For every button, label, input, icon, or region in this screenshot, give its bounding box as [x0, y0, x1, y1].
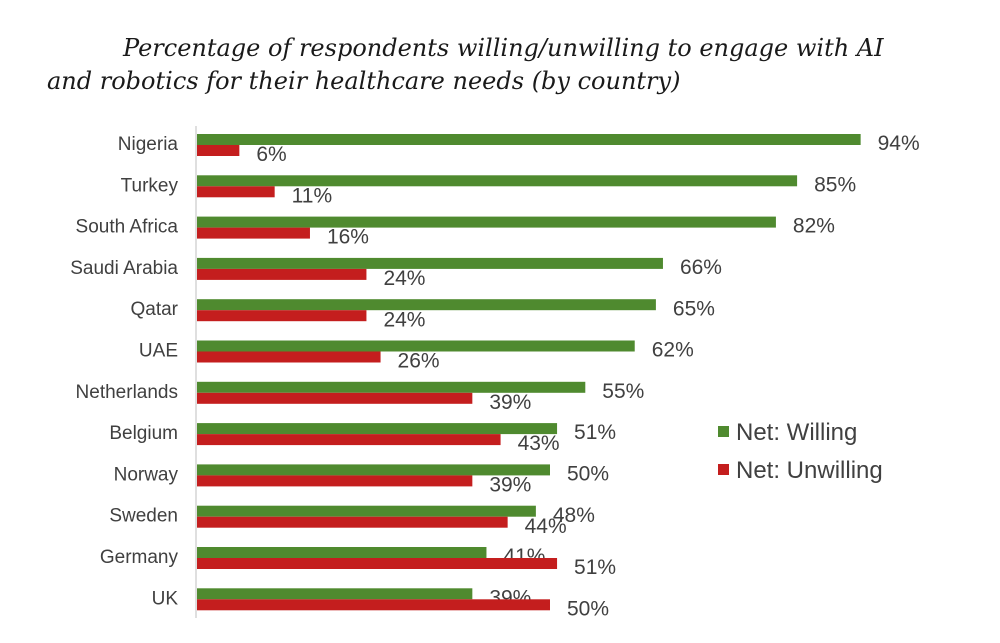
value-label-willing-netherlands: 55%: [602, 380, 644, 403]
bar-willing-turkey: [197, 175, 798, 187]
value-label-unwilling-uae: 26%: [398, 350, 440, 373]
legend-label-willing: Net: Willing: [736, 419, 857, 446]
category-label-uk: UK: [152, 588, 179, 609]
value-label-unwilling-saudi-arabia: 24%: [383, 267, 425, 290]
bar-willing-norway: [197, 464, 550, 476]
value-label-unwilling-qatar: 24%: [383, 308, 425, 331]
chart-title: Percentage of respondents willing/unwill…: [47, 34, 884, 95]
bar-unwilling-belgium: [197, 434, 501, 446]
category-label-netherlands: Netherlands: [76, 382, 178, 403]
value-label-willing-sweden: 48%: [553, 504, 595, 527]
bar-unwilling-south-africa: [197, 227, 310, 239]
bar-unwilling-sweden: [197, 516, 508, 528]
value-label-willing-uae: 62%: [652, 339, 694, 362]
bar-willing-saudi-arabia: [197, 257, 663, 269]
value-label-willing-nigeria: 94%: [878, 132, 920, 155]
bar-unwilling-netherlands: [197, 392, 473, 404]
bar-unwilling-turkey: [197, 186, 275, 198]
bar-willing-uk: [197, 588, 473, 600]
category-label-qatar: Qatar: [130, 299, 178, 320]
bar-unwilling-nigeria: [197, 145, 240, 156]
value-label-willing-belgium: 51%: [574, 421, 616, 444]
value-label-willing-saudi-arabia: 66%: [680, 256, 722, 279]
category-label-saudi-arabia: Saudi Arabia: [70, 258, 178, 279]
category-label-turkey: Turkey: [121, 175, 179, 196]
legend: Net: Willing Net: Unwilling: [718, 419, 883, 484]
category-label-belgium: Belgium: [109, 423, 178, 444]
chart-title-line-1: Percentage of respondents willing/unwill…: [122, 34, 884, 62]
value-label-willing-qatar: 65%: [673, 297, 715, 320]
value-label-unwilling-belgium: 43%: [518, 432, 560, 455]
bar-willing-nigeria: [197, 134, 861, 145]
category-label-norway: Norway: [114, 464, 179, 485]
value-label-unwilling-germany: 51%: [574, 556, 616, 579]
category-label-sweden: Sweden: [109, 506, 178, 527]
value-label-unwilling-norway: 39%: [489, 473, 531, 496]
bar-unwilling-qatar: [197, 310, 367, 322]
value-label-unwilling-sweden: 44%: [525, 515, 567, 538]
category-label-uae: UAE: [139, 341, 178, 362]
bar-willing-uae: [197, 340, 635, 352]
value-label-unwilling-uk: 50%: [567, 597, 609, 620]
bar-unwilling-germany: [197, 558, 558, 569]
chart-title-line-2: and robotics for their healthcare needs …: [47, 67, 680, 95]
value-label-willing-turkey: 85%: [814, 173, 856, 196]
bar-willing-germany: [197, 547, 487, 558]
legend-label-unwilling: Net: Unwilling: [736, 457, 883, 484]
bar-unwilling-saudi-arabia: [197, 268, 367, 280]
bar-willing-qatar: [197, 299, 656, 311]
bar-willing-sweden: [197, 505, 536, 517]
legend-swatch-unwilling: [718, 464, 729, 475]
bar-willing-south-africa: [197, 216, 776, 228]
legend-swatch-willing: [718, 426, 729, 437]
plot-area: Nigeria 94% 6% Turkey 85% 11% South Africa 82% 1…: [70, 132, 919, 620]
value-label-unwilling-turkey: 11%: [292, 184, 332, 207]
bar-unwilling-uk: [197, 599, 550, 611]
value-label-willing-south-africa: 82%: [793, 215, 835, 238]
value-label-willing-norway: 50%: [567, 462, 609, 485]
bar-willing-belgium: [197, 423, 558, 435]
value-label-unwilling-netherlands: 39%: [489, 391, 531, 414]
category-label-nigeria: Nigeria: [118, 134, 179, 155]
value-label-unwilling-south-africa: 16%: [327, 226, 369, 249]
bar-unwilling-uae: [197, 351, 381, 363]
category-label-south-africa: South Africa: [76, 217, 179, 238]
category-label-germany: Germany: [100, 547, 179, 568]
bar-willing-netherlands: [197, 381, 586, 393]
bar-unwilling-norway: [197, 475, 473, 487]
value-label-unwilling-nigeria: 6%: [256, 143, 286, 166]
